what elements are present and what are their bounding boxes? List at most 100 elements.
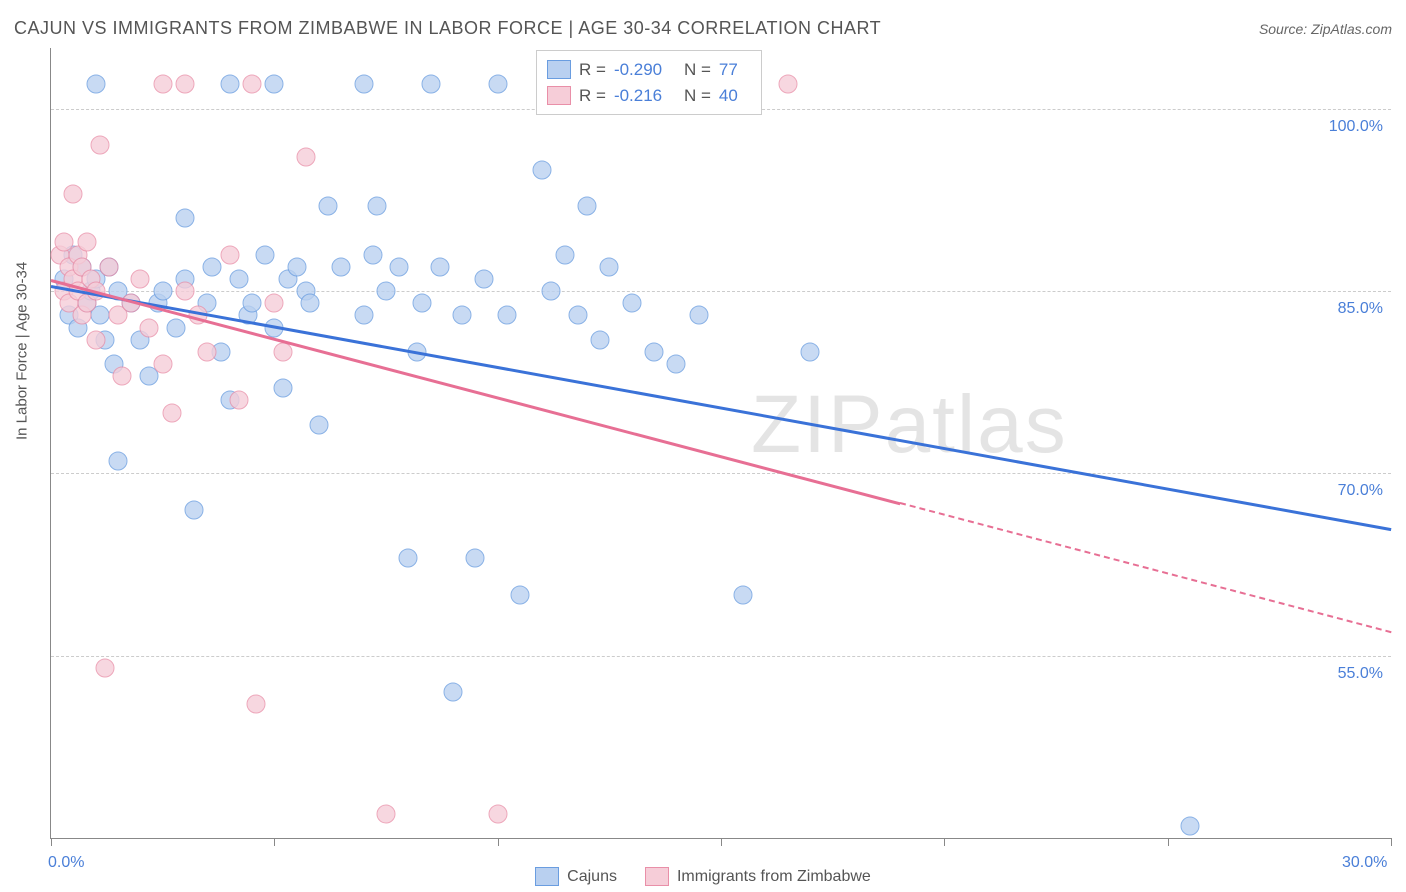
scatter-point-cajuns [569, 306, 588, 325]
scatter-point-cajuns [734, 585, 753, 604]
watermark: ZIPatlas [751, 378, 1068, 472]
scatter-point-zimbabwe [162, 403, 181, 422]
scatter-point-cajuns [301, 294, 320, 313]
scatter-point-zimbabwe [153, 75, 172, 94]
scatter-point-cajuns [399, 549, 418, 568]
scatter-point-zimbabwe [95, 658, 114, 677]
scatter-point-cajuns [390, 257, 409, 276]
scatter-point-cajuns [86, 75, 105, 94]
scatter-point-cajuns [511, 585, 530, 604]
scatter-point-cajuns [265, 75, 284, 94]
scatter-point-cajuns [578, 197, 597, 216]
scatter-point-zimbabwe [77, 233, 96, 252]
scatter-point-cajuns [109, 452, 128, 471]
scatter-point-cajuns [412, 294, 431, 313]
x-tick [944, 838, 945, 846]
stats-r-value: -0.216 [614, 83, 676, 109]
legend-label: Cajuns [567, 868, 617, 886]
scatter-point-cajuns [256, 245, 275, 264]
gridline [51, 656, 1391, 657]
scatter-point-cajuns [274, 379, 293, 398]
scatter-point-zimbabwe [153, 355, 172, 374]
scatter-point-cajuns [363, 245, 382, 264]
scatter-point-zimbabwe [274, 342, 293, 361]
scatter-point-cajuns [167, 318, 186, 337]
scatter-point-cajuns [801, 342, 820, 361]
scatter-point-cajuns [622, 294, 641, 313]
scatter-point-cajuns [354, 306, 373, 325]
scatter-point-zimbabwe [100, 257, 119, 276]
x-tick [721, 838, 722, 846]
scatter-point-cajuns [555, 245, 574, 264]
stats-n-label: N = [684, 83, 711, 109]
legend-label: Immigrants from Zimbabwe [677, 868, 871, 886]
legend: Cajuns Immigrants from Zimbabwe [0, 867, 1406, 886]
y-tick-label: 85.0% [1338, 300, 1383, 318]
stats-n-value: 40 [719, 83, 747, 109]
scatter-point-cajuns [377, 282, 396, 301]
scatter-point-zimbabwe [131, 269, 150, 288]
stats-row-cajuns: R = -0.290 N = 77 [547, 57, 747, 83]
scatter-point-zimbabwe [488, 804, 507, 823]
scatter-point-zimbabwe [247, 695, 266, 714]
scatter-point-cajuns [184, 500, 203, 519]
scatter-point-cajuns [475, 269, 494, 288]
stats-row-zimbabwe: R = -0.216 N = 40 [547, 83, 747, 109]
scatter-point-zimbabwe [140, 318, 159, 337]
scatter-point-zimbabwe [176, 75, 195, 94]
scatter-point-cajuns [318, 197, 337, 216]
scatter-point-zimbabwe [243, 75, 262, 94]
legend-item: Cajuns [535, 867, 617, 886]
scatter-point-zimbabwe [377, 804, 396, 823]
scatter-point-cajuns [444, 683, 463, 702]
scatter-point-cajuns [466, 549, 485, 568]
scatter-point-cajuns [1181, 816, 1200, 835]
scatter-point-cajuns [220, 75, 239, 94]
stats-r-label: R = [579, 83, 606, 109]
legend-swatch [645, 867, 669, 886]
scatter-point-zimbabwe [220, 245, 239, 264]
scatter-point-cajuns [176, 209, 195, 228]
header: CAJUN VS IMMIGRANTS FROM ZIMBABWE IN LAB… [14, 18, 1392, 39]
scatter-point-cajuns [368, 197, 387, 216]
scatter-point-cajuns [497, 306, 516, 325]
chart-title: CAJUN VS IMMIGRANTS FROM ZIMBABWE IN LAB… [14, 18, 881, 39]
scatter-point-cajuns [430, 257, 449, 276]
source-label: Source: ZipAtlas.com [1259, 21, 1392, 37]
stats-r-value: -0.290 [614, 57, 676, 83]
y-tick-label: 70.0% [1338, 482, 1383, 500]
scatter-point-zimbabwe [86, 330, 105, 349]
scatter-point-cajuns [600, 257, 619, 276]
x-tick [51, 838, 52, 846]
scatter-point-zimbabwe [176, 282, 195, 301]
x-tick [1391, 838, 1392, 846]
y-tick-label: 55.0% [1338, 665, 1383, 683]
x-tick [274, 838, 275, 846]
scatter-point-cajuns [421, 75, 440, 94]
scatter-point-cajuns [243, 294, 262, 313]
swatch-cajuns [547, 60, 571, 79]
scatter-point-zimbabwe [229, 391, 248, 410]
x-tick-label: 30.0% [1342, 854, 1387, 872]
scatter-point-cajuns [667, 355, 686, 374]
scatter-point-cajuns [689, 306, 708, 325]
stats-n-label: N = [684, 57, 711, 83]
scatter-point-cajuns [153, 282, 172, 301]
scatter-point-cajuns [591, 330, 610, 349]
scatter-point-zimbabwe [265, 294, 284, 313]
scatter-point-zimbabwe [91, 136, 110, 155]
scatter-point-cajuns [452, 306, 471, 325]
stats-n-value: 77 [719, 57, 747, 83]
scatter-point-cajuns [645, 342, 664, 361]
legend-item: Immigrants from Zimbabwe [645, 867, 871, 886]
scatter-point-cajuns [229, 269, 248, 288]
scatter-point-zimbabwe [296, 148, 315, 167]
scatter-point-zimbabwe [64, 184, 83, 203]
stats-r-label: R = [579, 57, 606, 83]
trend-line [51, 285, 1392, 531]
chart-plot-area: ZIPatlas 55.0%70.0%85.0%100.0%R =-0.290N… [50, 48, 1391, 839]
scatter-point-zimbabwe [779, 75, 798, 94]
swatch-zimbabwe [547, 86, 571, 105]
x-tick [498, 838, 499, 846]
trend-line [51, 279, 900, 505]
